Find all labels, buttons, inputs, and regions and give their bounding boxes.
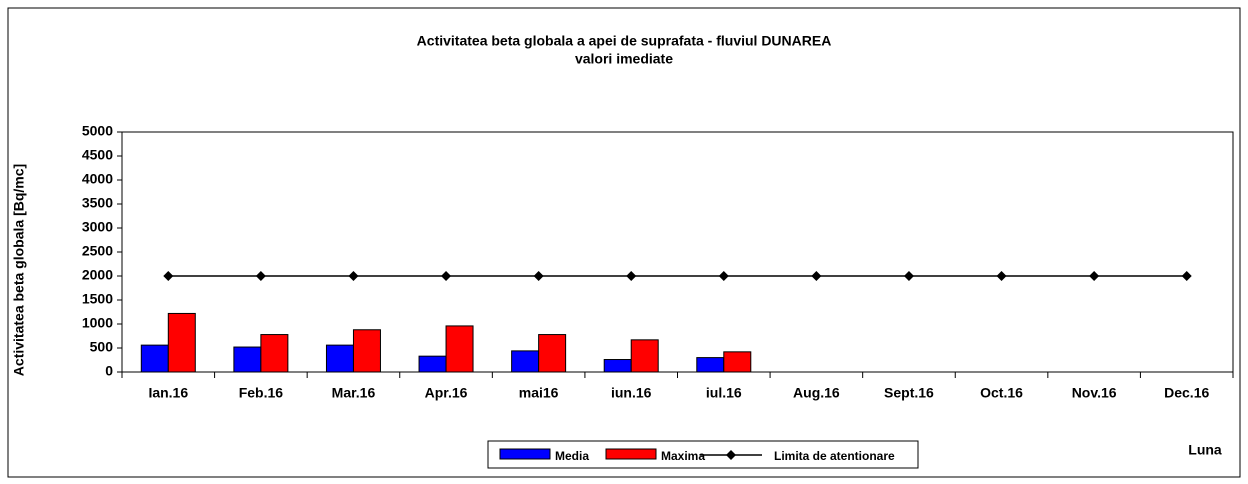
bar [418,355,447,373]
x-tick-label: Ian.16 [148,385,188,401]
line-marker [163,271,174,281]
line-marker [811,271,822,281]
x-tick-label: Dec.16 [1164,385,1209,401]
line-marker [996,271,1007,281]
line-marker [1181,271,1192,281]
bar [445,325,474,373]
x-axis-title: Luna [1188,442,1222,458]
y-tick-label: 500 [90,339,114,355]
x-tick-label: Feb.16 [239,385,284,401]
x-tick-label: iul.16 [706,385,742,401]
bar [511,350,540,373]
y-tick-label: 5000 [82,123,113,139]
legend-label: Limita de atentionare [774,449,895,463]
line-marker [255,271,266,281]
y-tick-label: 4500 [82,147,113,163]
y-tick-label: 4000 [82,171,113,187]
line-marker [441,271,452,281]
chart-subtitle: valori imediate [575,51,673,67]
x-tick-label: Aug.16 [793,385,840,401]
legend-swatch [499,448,551,460]
bar [630,339,659,373]
x-tick-label: Apr.16 [425,385,468,401]
x-tick-label: Nov.16 [1072,385,1117,401]
line-marker [533,271,544,281]
y-tick-label: 0 [105,363,113,379]
legend-swatch [726,450,736,460]
y-tick-label: 3000 [82,219,113,235]
x-tick-label: Sept.16 [884,385,934,401]
x-tick-label: iun.16 [611,385,652,401]
legend-label: Media [555,449,589,463]
bar [325,344,354,373]
bar [233,346,262,373]
legend-swatch [605,448,657,460]
bar [140,344,169,373]
bar [538,334,567,373]
line-marker [903,271,914,281]
y-tick-label: 3500 [82,195,113,211]
bar [167,312,196,373]
legend-label: Maxima [661,449,705,463]
bar [723,351,752,373]
line-marker [718,271,729,281]
y-tick-label: 1500 [82,291,113,307]
bar [696,357,725,373]
bar [603,359,632,373]
line-marker [348,271,359,281]
y-tick-label: 2000 [82,267,113,283]
y-axis-title: Activitatea beta globala [Bq/mc] [11,164,27,376]
x-tick-label: Mar.16 [332,385,376,401]
plot-area [121,131,1234,373]
line-marker [626,271,637,281]
bar [352,329,381,373]
line-marker [1089,271,1100,281]
y-tick-label: 2500 [82,243,113,259]
chart-title: Activitatea beta globala a apei de supra… [417,33,832,49]
bar [260,334,289,373]
y-tick-label: 1000 [82,315,113,331]
x-tick-label: mai16 [519,385,559,401]
x-tick-label: Oct.16 [980,385,1023,401]
